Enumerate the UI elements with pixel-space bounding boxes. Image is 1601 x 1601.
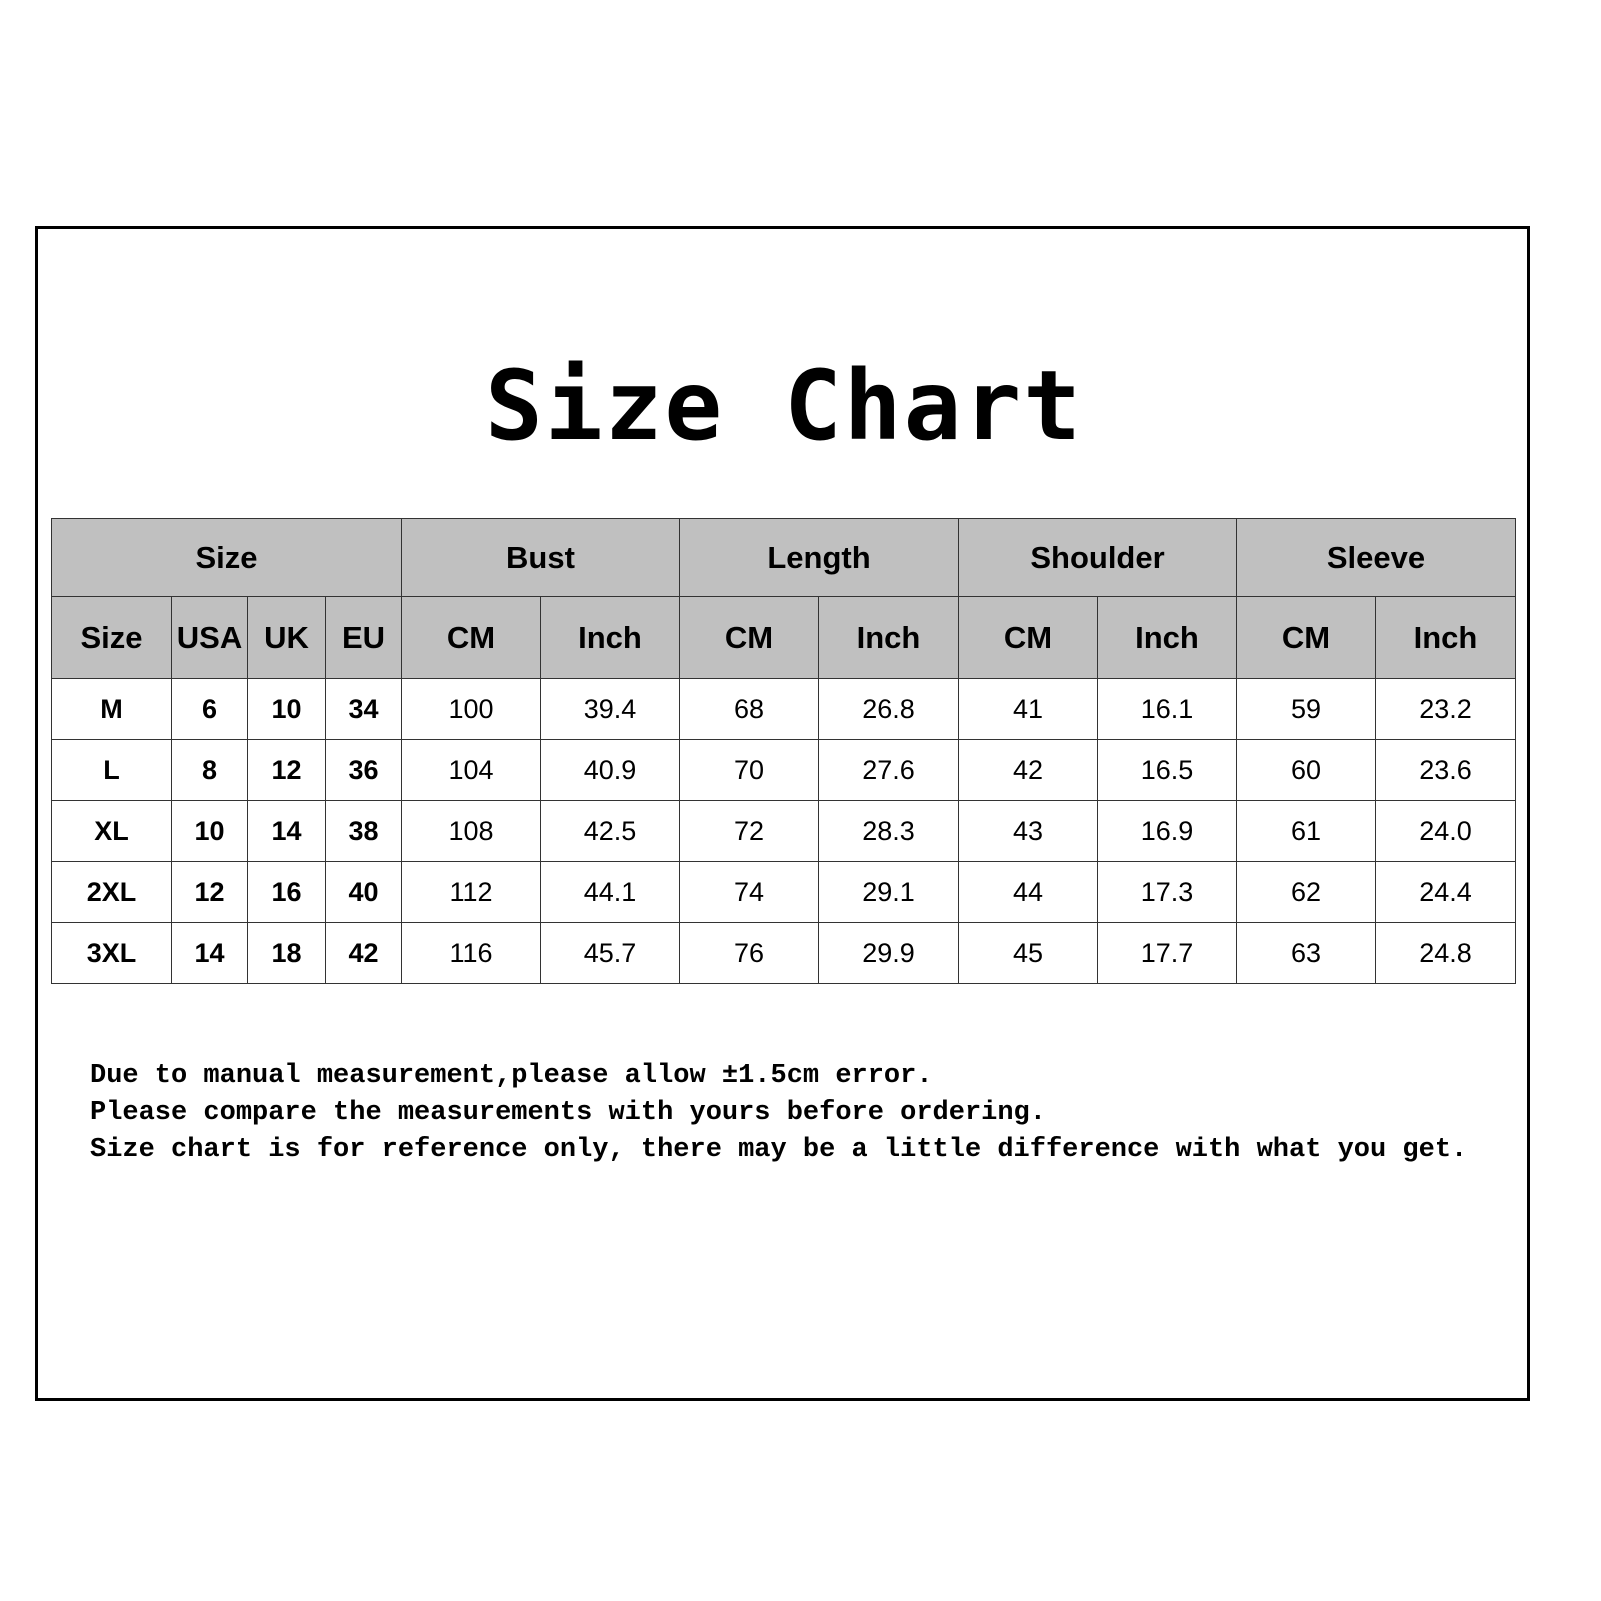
table-cell: 16	[247, 861, 326, 923]
table-cell: 24.8	[1375, 922, 1516, 984]
column-header: CM	[1236, 596, 1376, 679]
table-cell: 61	[1236, 800, 1376, 862]
table-cell: 34	[325, 678, 402, 740]
table-row: 2XL 12 16 40 112 44.1 74 29.1 44 17.3 62 24.4	[51, 861, 1516, 923]
table-cell: 10	[171, 800, 248, 862]
table-cell: 42	[325, 922, 402, 984]
page-title: Size Chart	[485, 350, 1083, 462]
column-header: EU	[325, 596, 402, 679]
table-cell: 44.1	[540, 861, 680, 923]
column-header: Size	[51, 596, 172, 679]
table-cell: 23.6	[1375, 739, 1516, 801]
sub-header-row: Size USA UK EU CM Inch CM Inch CM Inch CM Inch	[51, 596, 1516, 679]
column-header: CM	[958, 596, 1098, 679]
note-line: Please compare the measurements with you…	[90, 1098, 1046, 1128]
table-cell: 112	[401, 861, 541, 923]
table-cell: 42	[958, 739, 1098, 801]
table-cell: 16.9	[1097, 800, 1237, 862]
table-cell: 42.5	[540, 800, 680, 862]
column-header: Inch	[540, 596, 680, 679]
table-cell: 24.0	[1375, 800, 1516, 862]
table-cell: 60	[1236, 739, 1376, 801]
table-cell: 76	[679, 922, 819, 984]
column-header: Inch	[1375, 596, 1516, 679]
column-header: Inch	[1097, 596, 1237, 679]
table-body: M 6 10 34 100 39.4 68 26.8 41 16.1 59 23.2 L 8 12 36 104…	[51, 678, 1516, 984]
table-cell: 16.1	[1097, 678, 1237, 740]
table-cell: 26.8	[818, 678, 959, 740]
table-cell: 24.4	[1375, 861, 1516, 923]
table-cell: 2XL	[51, 861, 172, 923]
table-cell: 108	[401, 800, 541, 862]
table-cell: 10	[247, 678, 326, 740]
table-cell: 12	[171, 861, 248, 923]
table-cell: 72	[679, 800, 819, 862]
table-cell: 116	[401, 922, 541, 984]
table-cell: 17.3	[1097, 861, 1237, 923]
table-cell: 59	[1236, 678, 1376, 740]
column-header: CM	[401, 596, 541, 679]
table-cell: 28.3	[818, 800, 959, 862]
column-header: USA	[171, 596, 248, 679]
table-cell: 62	[1236, 861, 1376, 923]
table-cell: 74	[679, 861, 819, 923]
group-header: Sleeve	[1236, 518, 1516, 597]
table-cell: 45.7	[540, 922, 680, 984]
table-cell: 68	[679, 678, 819, 740]
table-cell: 44	[958, 861, 1098, 923]
table-cell: 29.1	[818, 861, 959, 923]
table-cell: 14	[247, 800, 326, 862]
table-cell: 6	[171, 678, 248, 740]
table-cell: 12	[247, 739, 326, 801]
table-cell: 100	[401, 678, 541, 740]
table-cell: 41	[958, 678, 1098, 740]
table-cell: 43	[958, 800, 1098, 862]
table-cell: 23.2	[1375, 678, 1516, 740]
group-header: Bust	[401, 518, 680, 597]
table-cell: 104	[401, 739, 541, 801]
table-cell: XL	[51, 800, 172, 862]
table-cell: 63	[1236, 922, 1376, 984]
table-cell: 17.7	[1097, 922, 1237, 984]
group-header: Shoulder	[958, 518, 1237, 597]
table-cell: 27.6	[818, 739, 959, 801]
group-header: Length	[679, 518, 959, 597]
table-cell: 8	[171, 739, 248, 801]
note-line: Size chart is for reference only, there …	[90, 1135, 1468, 1165]
note-line: Due to manual measurement,please allow ±…	[90, 1061, 933, 1091]
table-cell: 29.9	[818, 922, 959, 984]
table-cell: 70	[679, 739, 819, 801]
table-cell: 38	[325, 800, 402, 862]
table-row: 3XL 14 18 42 116 45.7 76 29.9 45 17.7 63 24.8	[51, 922, 1516, 984]
table-cell: 3XL	[51, 922, 172, 984]
table-cell: L	[51, 739, 172, 801]
column-header: CM	[679, 596, 819, 679]
table-cell: 45	[958, 922, 1098, 984]
table-cell: 36	[325, 739, 402, 801]
column-header: Inch	[818, 596, 959, 679]
table-row: M 6 10 34 100 39.4 68 26.8 41 16.1 59 23.2	[51, 678, 1516, 740]
group-header-row: Size Bust Length Shoulder Sleeve	[51, 518, 1516, 597]
table-cell: 39.4	[540, 678, 680, 740]
group-header: Size	[51, 518, 402, 597]
table-row: L 8 12 36 104 40.9 70 27.6 42 16.5 60 23.6	[51, 739, 1516, 801]
size-table: Size Bust Length Shoulder Sleeve Size USA…	[51, 518, 1516, 984]
table-cell: 40.9	[540, 739, 680, 801]
notes: Due to manual measurement,please allow ±…	[90, 1058, 1467, 1169]
table-cell: 18	[247, 922, 326, 984]
table-cell: 40	[325, 861, 402, 923]
column-header: UK	[247, 596, 326, 679]
table-cell: 14	[171, 922, 248, 984]
chart-frame	[35, 226, 1530, 1401]
table-cell: 16.5	[1097, 739, 1237, 801]
table-cell: M	[51, 678, 172, 740]
table-row: XL 10 14 38 108 42.5 72 28.3 43 16.9 61 24.0	[51, 800, 1516, 862]
